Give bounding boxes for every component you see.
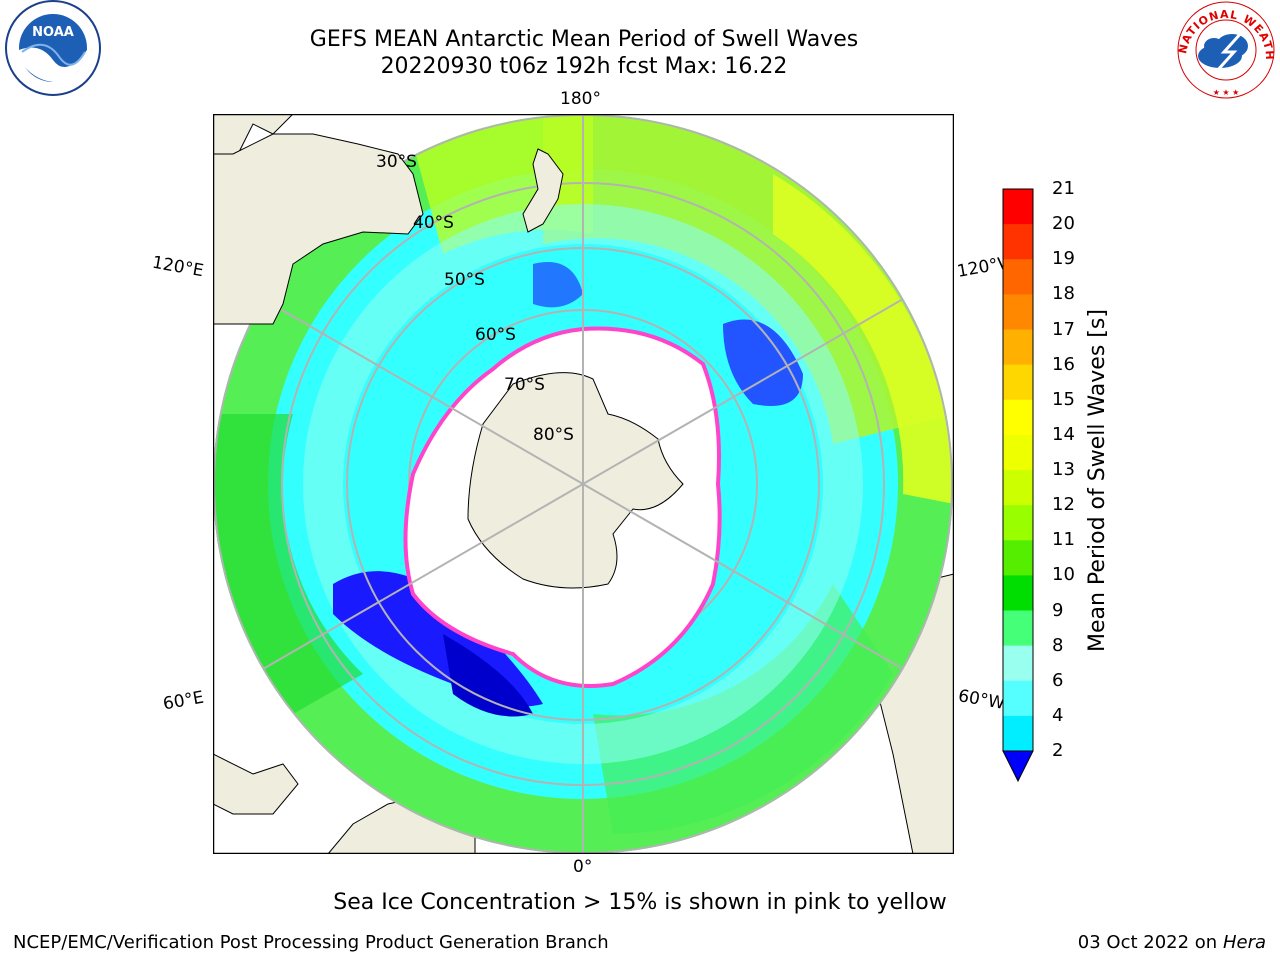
colorbar-tick-label: 4 [1052, 704, 1064, 726]
colorbar [1002, 188, 1034, 783]
colorbar-tick-label: 14 [1052, 423, 1075, 445]
noaa-logo: NOAA [5, 0, 101, 96]
colorbar-cell [1003, 224, 1033, 260]
colorbar-tick-label: 8 [1052, 634, 1064, 656]
colorbar-cell [1003, 329, 1033, 366]
colorbar-cell [1003, 294, 1033, 330]
colorbar-tick-label: 13 [1052, 459, 1075, 480]
colorbar-cell [1003, 189, 1033, 225]
colorbar-tick-label: 20 [1052, 213, 1075, 235]
noaa-logo-text: NOAA [32, 25, 74, 40]
colorbar-cell [1003, 715, 1033, 752]
lat-label-50s: 50°S [444, 270, 485, 290]
footer-date-text: 03 Oct 2022 on [1077, 932, 1223, 953]
colorbar-cell [1003, 434, 1033, 471]
colorbar-tick-label: 12 [1052, 494, 1075, 516]
lon-label-120e: 120°E [150, 252, 206, 282]
colorbar-tick-label: 17 [1052, 318, 1075, 340]
footer-host: Hera [1222, 932, 1266, 953]
land-madagascar-area [213, 753, 299, 815]
colorbar-label: Mean Period of Swell Waves [s] [1085, 309, 1110, 652]
land-new-zealand [522, 148, 564, 233]
colorbar-cell [1003, 259, 1033, 295]
colorbar-tick-label: 18 [1052, 283, 1075, 305]
colorbar-tick-label: 9 [1052, 599, 1064, 621]
footer-credit: NCEP/EMC/Verification Post Processing Pr… [13, 932, 609, 953]
chart-subtitle: 20220930 t06z 192h fcst Max: 16.22 [380, 54, 788, 79]
lon-label-60w: 60°W [956, 686, 1007, 714]
colorbar-tick-label: 15 [1052, 388, 1075, 410]
polar-map [213, 114, 954, 854]
colorbar-tick-label: 6 [1052, 669, 1064, 691]
svg-text:★ ★ ★: ★ ★ ★ [1213, 88, 1240, 97]
colorbar-cell [1003, 399, 1033, 436]
nws-logo: NATIONAL WEATHER SERVICE ★ ★ ★ [1172, 0, 1275, 99]
colorbar-cell [1003, 645, 1033, 682]
colorbar-cell [1003, 505, 1033, 541]
colorbar-tick-label: 19 [1052, 248, 1075, 270]
colorbar-cell [1003, 540, 1033, 576]
chart-title: GEFS MEAN Antarctic Mean Period of Swell… [309, 27, 859, 52]
colorbar-tick-label: 16 [1052, 353, 1075, 375]
colorbar-cell [1003, 680, 1033, 717]
land-australia-west [213, 114, 294, 175]
colorbar-cell [1003, 610, 1033, 647]
colorbar-tick-label: 2 [1052, 740, 1064, 761]
colorbar-tick-label: 11 [1052, 529, 1075, 551]
lon-label-60e: 60°E [161, 687, 206, 715]
land-australia [213, 133, 424, 325]
footer-date: 03 Oct 2022 on Hera [1078, 932, 1266, 953]
lat-label-30s: 30°S [376, 152, 417, 172]
lat-label-40s: 40°S [413, 213, 454, 233]
lon-label-0: 0° [573, 857, 593, 877]
lat-label-80s: 80°S [533, 425, 574, 445]
lat-label-60s: 60°S [475, 325, 516, 345]
lon-label-180: 180° [560, 89, 601, 109]
lat-label-70s: 70°S [504, 375, 545, 395]
colorbar-tick-label: 21 [1052, 178, 1075, 199]
colorbar-cell [1003, 470, 1033, 506]
colorbar-cell [1003, 575, 1033, 611]
sea-ice-note: Sea Ice Concentration > 15% is shown in … [333, 890, 947, 915]
colorbar-cell [1003, 364, 1033, 401]
colorbar-tick-label: 10 [1052, 564, 1075, 586]
